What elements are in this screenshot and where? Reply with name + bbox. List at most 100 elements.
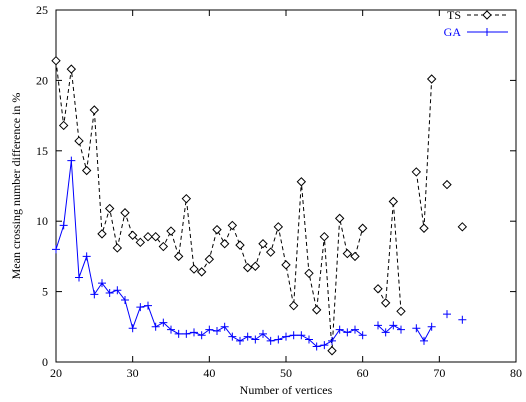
series-line-ga	[377, 324, 402, 334]
data-point-ts	[166, 226, 176, 236]
data-point-ga	[167, 325, 175, 334]
data-point-ga	[236, 336, 244, 345]
data-point-ga	[90, 290, 99, 299]
data-point-ts	[219, 239, 230, 249]
data-point-ts	[112, 243, 123, 253]
x-tick-label: 20	[50, 366, 62, 380]
data-point-ga	[397, 325, 405, 334]
data-point-ga	[190, 328, 198, 337]
data-point-ga	[274, 335, 283, 344]
x-tick-label: 80	[510, 366, 522, 380]
data-point-ga	[59, 221, 68, 230]
y-tick-label: 20	[36, 73, 48, 87]
data-point-ga	[412, 324, 421, 333]
data-point-ga	[458, 315, 467, 324]
data-point-ts	[350, 251, 360, 262]
data-point-ts	[380, 298, 391, 308]
series-line-ts	[415, 78, 433, 229]
data-point-ga	[52, 245, 60, 254]
data-point-ts	[127, 230, 138, 240]
data-point-ts	[74, 136, 84, 146]
data-point-ga	[213, 327, 221, 336]
data-point-ts	[327, 346, 337, 356]
data-point-ts	[296, 177, 307, 187]
y-tick-label: 10	[36, 214, 48, 228]
data-point-ts	[426, 74, 437, 84]
data-point-ga	[305, 335, 313, 344]
data-point-ts	[319, 231, 330, 242]
data-point-ga	[144, 301, 152, 310]
series-ts	[51, 55, 468, 356]
data-point-ts	[204, 254, 215, 264]
legend-label-ga: GA	[444, 25, 462, 39]
data-point-ts	[58, 120, 69, 131]
series-line-ts	[377, 201, 402, 312]
series-ga	[52, 156, 467, 351]
data-point-ga	[67, 156, 76, 165]
data-point-ts	[104, 203, 115, 214]
data-point-ts	[51, 55, 61, 66]
data-point-ga	[75, 273, 83, 282]
data-point-ga	[328, 336, 336, 345]
data-point-ga	[289, 331, 298, 340]
x-tick-label: 70	[433, 366, 445, 380]
y-tick-label: 15	[36, 144, 48, 158]
data-point-ts	[373, 284, 383, 294]
x-axis-title: Number of vertices	[240, 383, 333, 397]
data-point-ga	[251, 335, 260, 344]
data-point-ts	[212, 224, 222, 235]
data-point-ga	[113, 286, 122, 295]
legend-marker-ts	[482, 10, 492, 20]
data-point-ga	[282, 332, 290, 341]
series-line-ga	[55, 160, 363, 348]
data-point-ga	[335, 325, 344, 334]
data-point-ga	[381, 328, 390, 337]
data-point-ts	[143, 231, 153, 242]
data-point-ts	[89, 105, 100, 115]
data-point-ga	[312, 342, 321, 351]
legend: TS GA	[444, 8, 508, 39]
data-point-ts	[66, 64, 77, 74]
data-point-ga	[259, 329, 267, 338]
data-point-ts	[342, 248, 353, 259]
data-point-ts	[304, 268, 314, 279]
data-point-ga	[420, 336, 428, 345]
legend-marker-ga	[483, 28, 491, 36]
data-point-ts	[311, 305, 322, 315]
data-point-ts	[242, 262, 253, 273]
y-tick-label: 0	[42, 355, 48, 369]
data-point-ts	[189, 264, 199, 274]
data-point-ga	[82, 252, 91, 261]
data-point-ga	[151, 322, 160, 331]
data-point-ts	[150, 231, 161, 242]
data-point-ga	[343, 328, 352, 337]
data-point-ts	[97, 229, 107, 239]
data-point-ga	[197, 331, 206, 340]
data-point-ga	[351, 325, 359, 334]
legend-label-ts: TS	[447, 8, 461, 22]
data-point-ts	[388, 196, 399, 207]
data-point-ts	[265, 247, 276, 257]
data-point-ga	[128, 324, 137, 333]
data-point-ga	[136, 303, 145, 312]
data-point-ga	[228, 332, 237, 341]
plot-area: 20 30 40 50 60 70 80 0 5 10 15 20 25	[36, 3, 522, 380]
data-point-ts	[281, 260, 291, 270]
x-tick-label: 60	[357, 366, 369, 380]
data-point-ga	[174, 329, 183, 338]
data-point-ts	[334, 213, 345, 224]
data-point-ts	[250, 261, 261, 271]
data-point-ts	[258, 239, 268, 249]
data-point-ts	[457, 222, 468, 232]
x-tick-label: 40	[203, 366, 215, 380]
data-point-ga	[159, 318, 168, 327]
data-point-ts	[135, 237, 146, 248]
data-point-ga	[297, 331, 306, 340]
data-point-ga	[121, 296, 129, 305]
data-point-ts	[227, 220, 238, 231]
y-axis-title: Mean crossing number difference in %	[9, 93, 23, 280]
data-point-ts	[235, 240, 245, 250]
y-tick-label: 5	[42, 285, 48, 299]
data-point-ts	[273, 222, 284, 232]
